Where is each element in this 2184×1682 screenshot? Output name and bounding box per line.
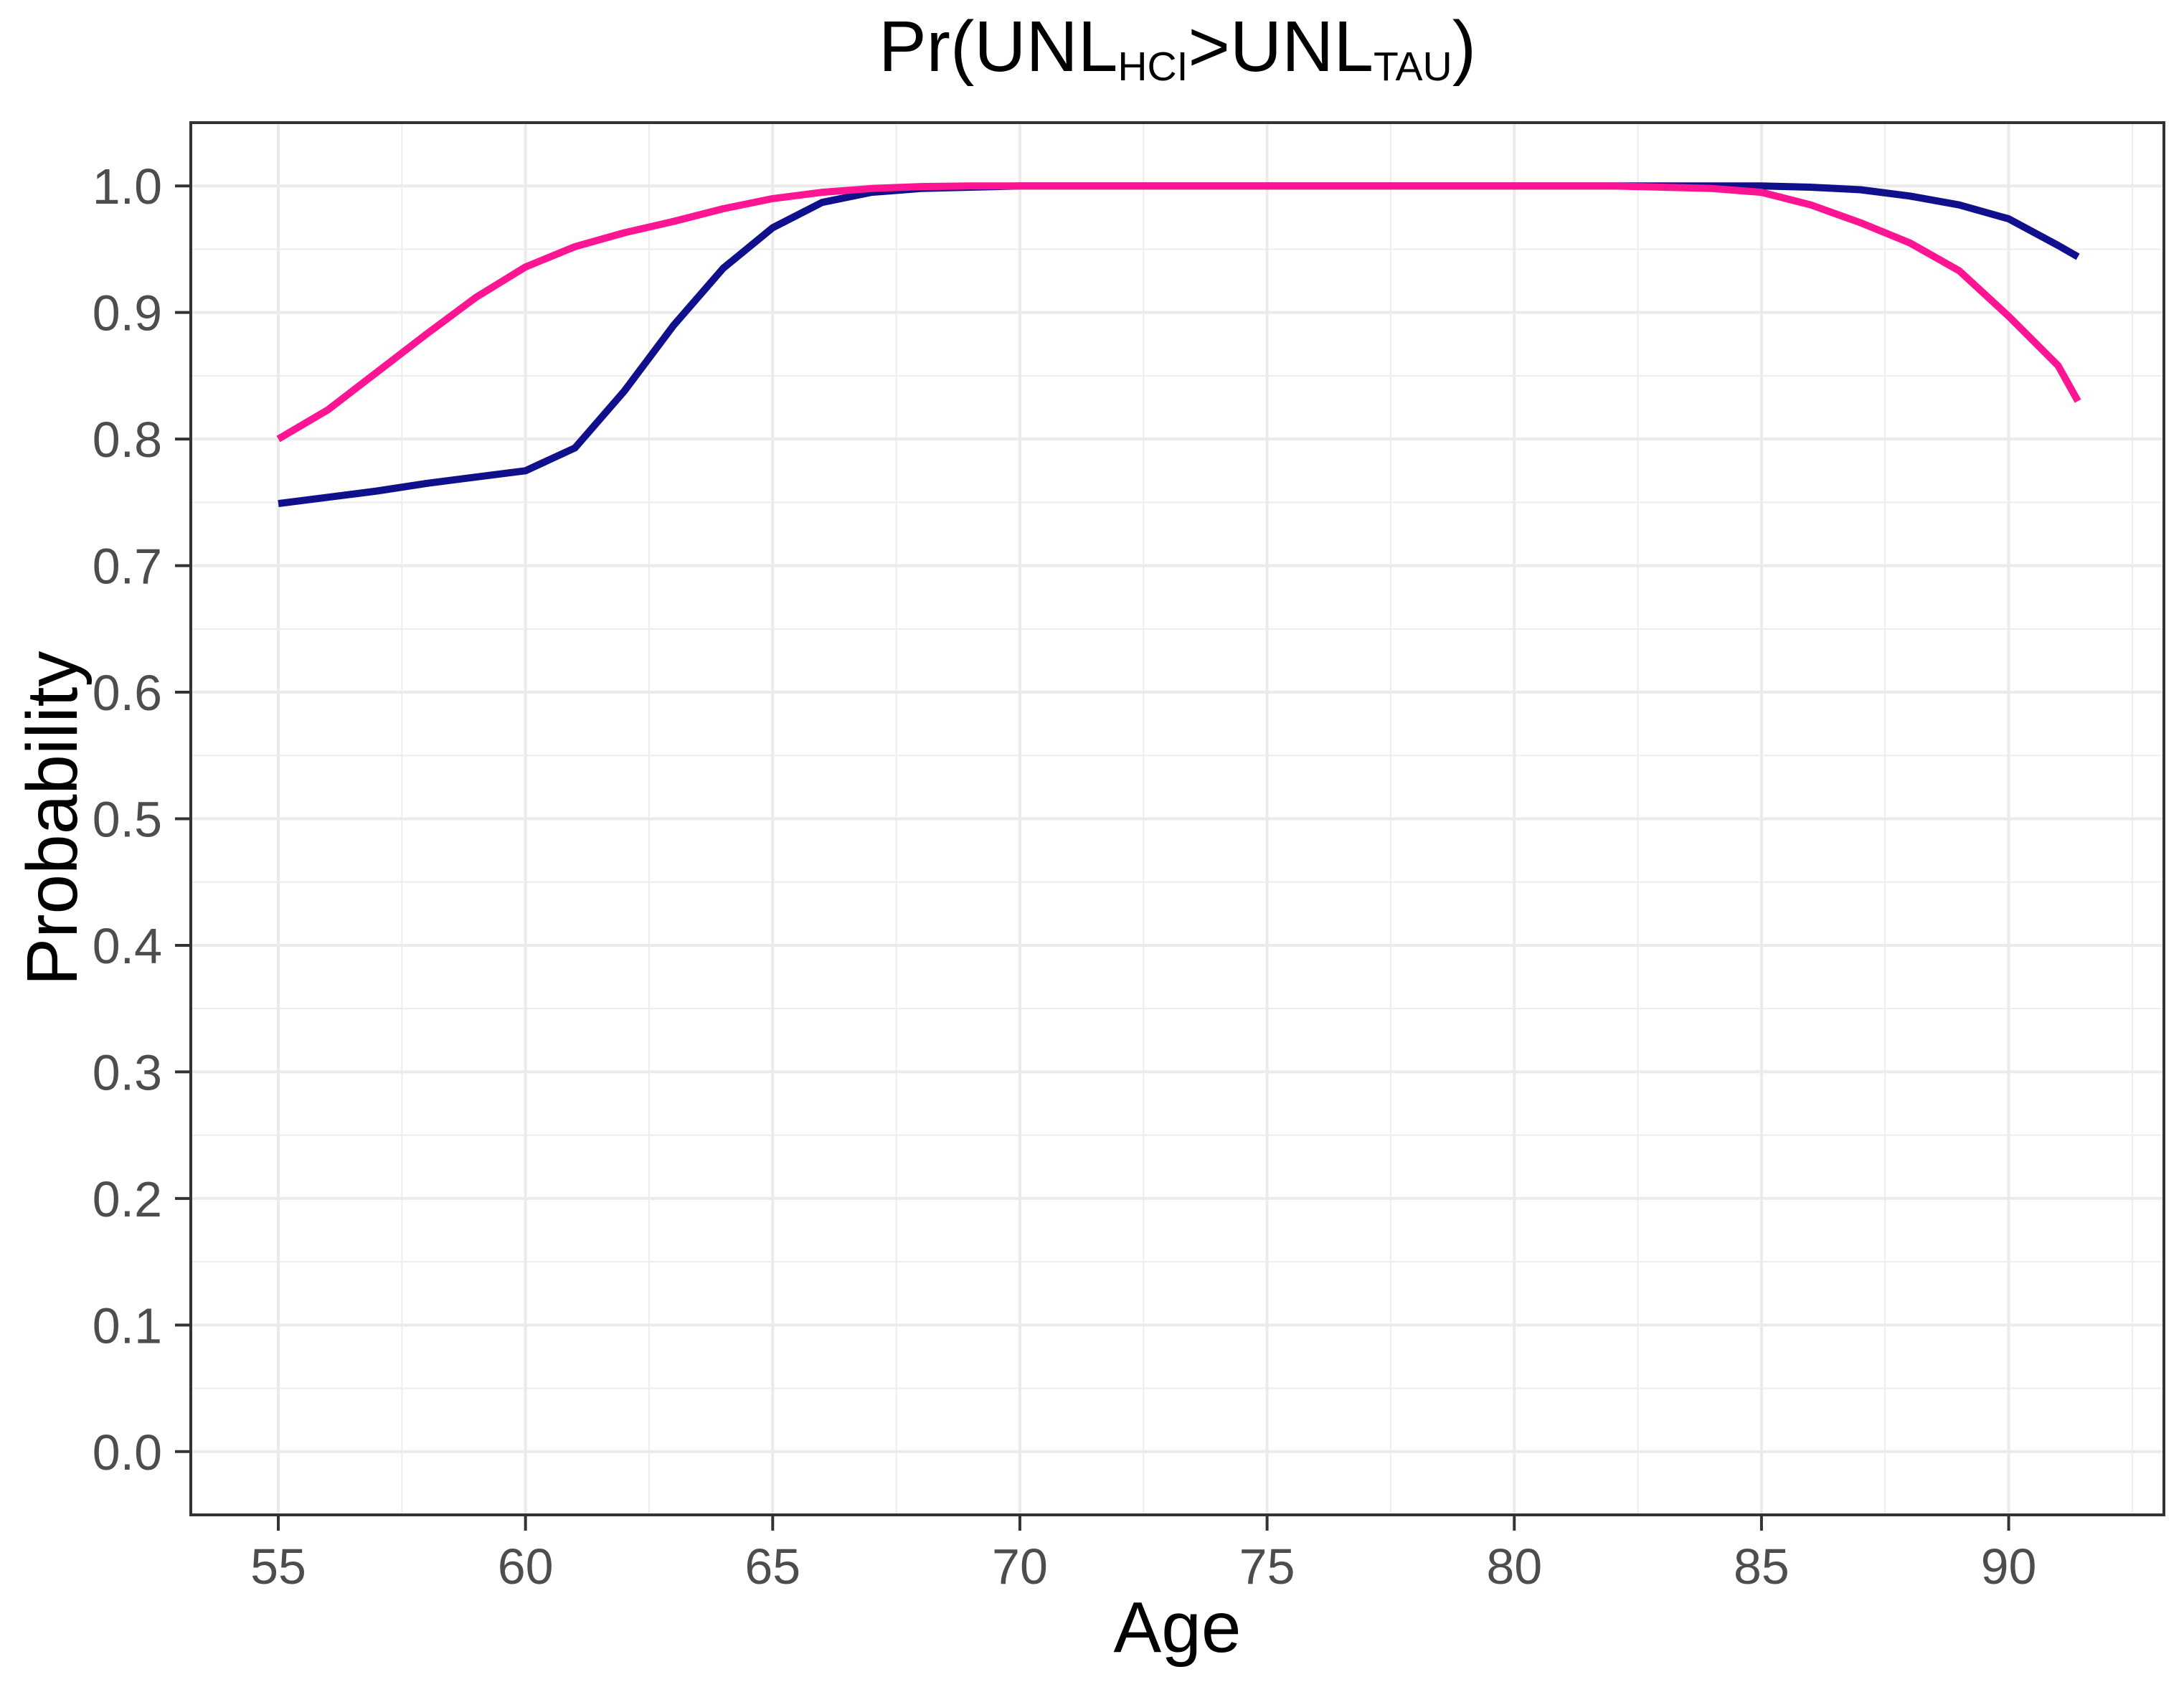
- y-tick-label: 0.9: [93, 285, 162, 341]
- title-prefix: Pr(UNL: [878, 6, 1118, 87]
- x-tick-label: 80: [1486, 1539, 1542, 1594]
- y-tick-label: 0.2: [93, 1171, 162, 1227]
- title-subscript-tau: TAU: [1373, 43, 1452, 90]
- y-tick-label: 0.6: [93, 665, 162, 721]
- series-pink-line: [276, 182, 2081, 443]
- chart-title: Pr(UNLHCI>UNLTAU): [191, 6, 2164, 90]
- y-tick-label: 0.7: [93, 539, 162, 595]
- y-tick-label: 0.8: [93, 412, 162, 468]
- y-tick-label: 0.4: [93, 918, 162, 974]
- x-axis-title: Age: [1113, 1587, 1242, 1668]
- x-tick-label: 90: [1981, 1539, 2037, 1594]
- y-tick-label: 0.3: [93, 1044, 162, 1100]
- x-tick-label: 75: [1239, 1539, 1295, 1594]
- y-tick-label: 0.5: [93, 792, 162, 848]
- title-subscript-hci: HCI: [1117, 43, 1188, 90]
- y-tick-label: 0.0: [93, 1424, 162, 1480]
- x-tick-label: 60: [498, 1539, 554, 1594]
- x-tick-label: 55: [250, 1539, 306, 1594]
- x-tick-label: 85: [1734, 1539, 1790, 1594]
- x-tick-label: 70: [992, 1539, 1048, 1594]
- x-tick-label: 65: [744, 1539, 800, 1594]
- y-tick-label: 0.1: [93, 1298, 162, 1353]
- y-axis-title: Probability: [12, 651, 93, 986]
- y-tick-label: 1.0: [93, 159, 162, 214]
- title-middle: >UNL: [1188, 6, 1374, 87]
- title-suffix: ): [1452, 6, 1477, 87]
